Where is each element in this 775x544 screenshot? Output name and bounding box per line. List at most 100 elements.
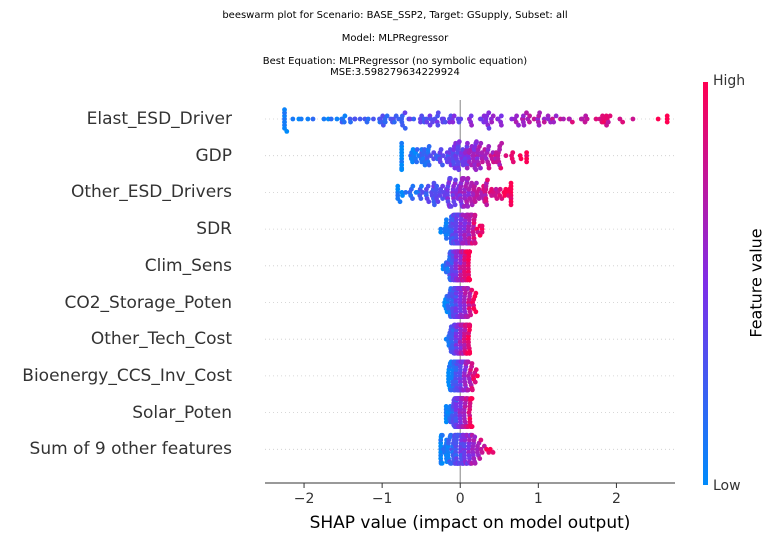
shap-point bbox=[465, 387, 471, 393]
shap-point bbox=[536, 122, 542, 128]
shap-point bbox=[514, 113, 520, 119]
shap-point bbox=[601, 119, 607, 125]
shap-point bbox=[298, 116, 304, 122]
x-tick-label: −2 bbox=[293, 491, 315, 507]
shap-point bbox=[418, 196, 424, 202]
shap-point bbox=[434, 183, 440, 189]
shap-point bbox=[447, 176, 453, 181]
shap-point bbox=[469, 162, 474, 168]
feature-label: Sum of 9 other features bbox=[29, 439, 232, 460]
shap-point bbox=[473, 309, 479, 315]
shap-point bbox=[664, 119, 670, 125]
shap-point bbox=[414, 147, 420, 152]
shap-point bbox=[569, 119, 575, 125]
shap-point bbox=[479, 450, 485, 455]
shap-point bbox=[402, 125, 408, 131]
shap-point bbox=[400, 193, 405, 198]
shap-point bbox=[438, 229, 444, 235]
feature-label: Other_ESD_Drivers bbox=[70, 182, 232, 203]
shap-point bbox=[440, 153, 446, 159]
shap-point bbox=[499, 122, 504, 128]
shap-point bbox=[444, 217, 449, 223]
shap-point bbox=[420, 190, 426, 195]
colorbar-high-label: High bbox=[713, 73, 746, 89]
shap-point bbox=[484, 202, 490, 208]
shap-point bbox=[402, 110, 408, 116]
shap-point bbox=[607, 113, 613, 119]
shap-point bbox=[490, 450, 496, 455]
shap-point bbox=[521, 113, 526, 119]
shap-point bbox=[472, 199, 478, 205]
shap-point bbox=[567, 116, 572, 122]
shap-point bbox=[467, 350, 473, 356]
shap-point bbox=[438, 147, 444, 152]
shap-point bbox=[469, 361, 475, 366]
shap-point bbox=[357, 116, 363, 122]
shap-point bbox=[508, 180, 514, 186]
shap-point bbox=[403, 190, 409, 195]
shap-point bbox=[328, 116, 334, 122]
shap-point bbox=[371, 116, 376, 122]
shap-point bbox=[334, 116, 340, 122]
shap-points bbox=[282, 107, 670, 466]
shap-point bbox=[479, 223, 485, 229]
feature-label: Clim_Sens bbox=[144, 255, 232, 276]
shap-point bbox=[485, 177, 490, 183]
shap-point bbox=[620, 119, 626, 125]
feature-label: GDP bbox=[195, 145, 232, 166]
shap-point bbox=[478, 140, 484, 146]
shap-point bbox=[448, 204, 454, 209]
shap-point bbox=[499, 196, 505, 202]
shap-point bbox=[414, 159, 420, 165]
shap-point bbox=[450, 119, 456, 125]
shap-point bbox=[516, 122, 521, 128]
shap-point bbox=[422, 162, 428, 168]
shap-point bbox=[472, 240, 478, 246]
shap-point bbox=[443, 419, 449, 425]
shap-point bbox=[498, 165, 504, 171]
feature-label: Bioenergy_CCS_Inv_Cost bbox=[22, 365, 232, 386]
feature-label: CO2_Storage_Poten bbox=[64, 292, 232, 313]
shap-point bbox=[487, 446, 493, 452]
shap-point bbox=[475, 373, 480, 379]
shap-point bbox=[508, 202, 514, 208]
shap-point bbox=[510, 150, 516, 156]
shap-point bbox=[305, 116, 311, 122]
shap-point bbox=[467, 322, 473, 328]
shap-point bbox=[410, 159, 415, 165]
shap-point bbox=[384, 113, 390, 119]
shap-point bbox=[561, 116, 566, 122]
shap-point bbox=[551, 119, 557, 125]
shap-point bbox=[655, 116, 661, 122]
shap-point bbox=[479, 150, 485, 156]
shap-point bbox=[342, 113, 348, 119]
x-axis-label: SHAP value (impact on model output) bbox=[309, 513, 631, 533]
shap-point bbox=[431, 156, 437, 162]
shap-point bbox=[426, 144, 432, 149]
shap-point bbox=[524, 110, 529, 116]
shap-point bbox=[524, 159, 530, 165]
shap-point bbox=[382, 119, 388, 125]
shap-point bbox=[456, 139, 462, 145]
shap-point bbox=[432, 202, 437, 208]
shap-point bbox=[472, 460, 478, 466]
shap-point bbox=[419, 183, 424, 189]
shap-point bbox=[442, 119, 448, 125]
x-axis-ticks bbox=[303, 483, 617, 488]
shap-point bbox=[424, 119, 430, 125]
shap-point bbox=[469, 396, 475, 401]
shap-point bbox=[439, 460, 445, 466]
shap-point bbox=[477, 456, 483, 461]
shap-point bbox=[435, 122, 441, 128]
shap-point bbox=[479, 229, 485, 235]
shap-point bbox=[541, 119, 547, 125]
shap-point bbox=[486, 144, 492, 149]
shap-point bbox=[486, 125, 492, 131]
shap-point bbox=[527, 113, 533, 119]
shap-point bbox=[458, 116, 464, 122]
shap-point bbox=[365, 116, 371, 122]
shap-point bbox=[494, 196, 500, 202]
shap-point bbox=[473, 367, 479, 373]
shap-point bbox=[465, 359, 471, 365]
